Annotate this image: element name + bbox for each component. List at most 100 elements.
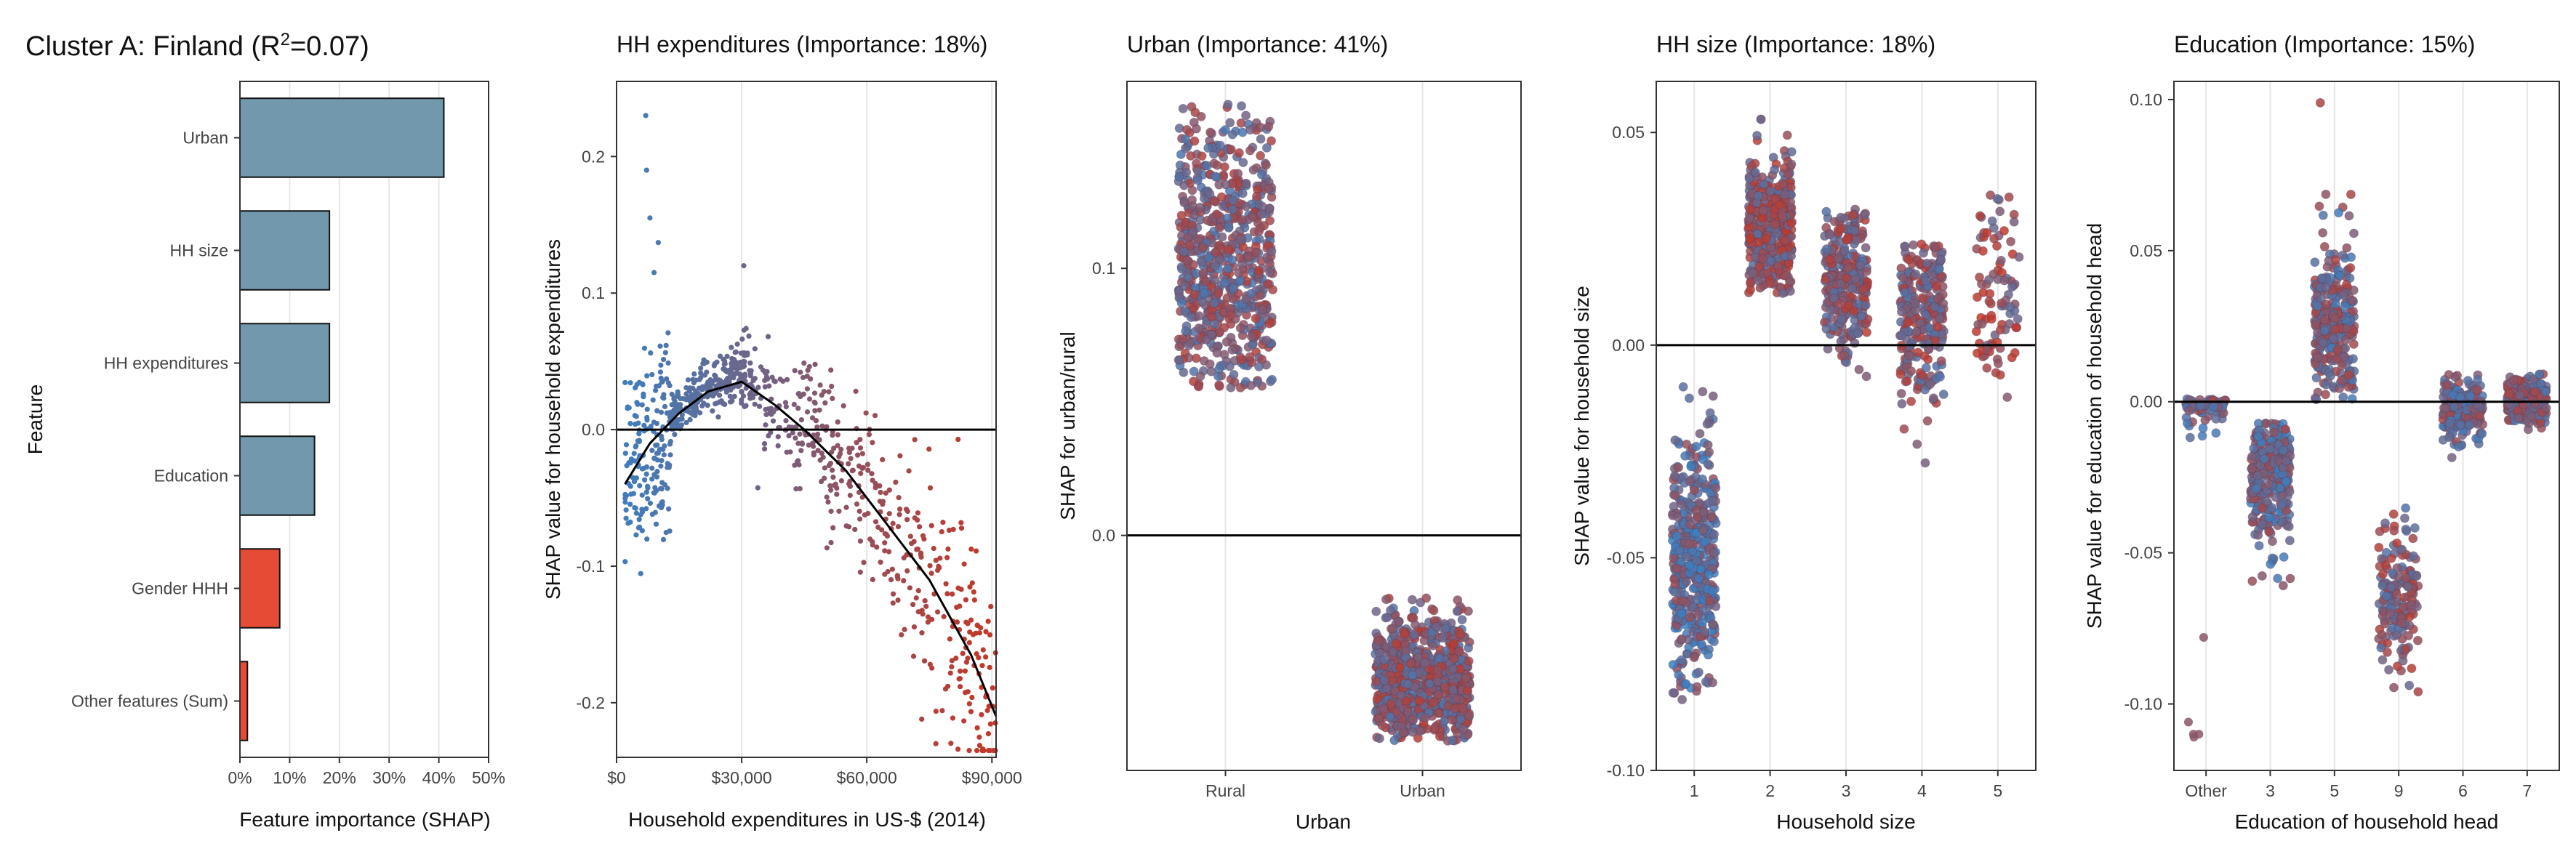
urban-point [1266, 217, 1275, 225]
hhsize-point [1931, 243, 1940, 251]
education-point [2260, 454, 2268, 463]
education-point [2255, 541, 2263, 550]
urban-point [1187, 151, 1195, 160]
expenditures-point [654, 475, 659, 480]
urban-point [1464, 657, 1473, 666]
expenditures-point [783, 418, 788, 423]
importance-xtick-label: 40% [422, 768, 456, 787]
expenditures-point [633, 443, 638, 448]
urban-point [1410, 630, 1419, 639]
education-point [2198, 432, 2207, 440]
hhsize-point [1853, 329, 1862, 338]
education-point [2252, 484, 2260, 493]
education-point [2402, 645, 2410, 653]
education-point [2319, 211, 2327, 219]
hhsize-point [1907, 397, 1916, 406]
hhsize-point [1939, 390, 1948, 399]
expenditures-point [968, 547, 974, 552]
expenditures-point [961, 718, 966, 723]
education-point [2254, 432, 2263, 441]
education-point [2349, 229, 2358, 238]
hhsize-point [1685, 643, 1693, 652]
hhsize-point [1766, 257, 1775, 265]
expenditures-point [942, 614, 947, 619]
education-point [2319, 228, 2327, 237]
hhsize-point [1682, 577, 1690, 586]
expenditures-trend-line [625, 382, 997, 716]
urban-point [1430, 724, 1439, 733]
education-point [2345, 212, 2354, 220]
hhsize-point [1682, 552, 1691, 561]
expenditures-point [829, 384, 834, 389]
education-point [2338, 376, 2346, 385]
urban-ylabel: SHAP for urban/rural [1056, 331, 1079, 520]
hhsize-point [1786, 198, 1795, 206]
education-point [2279, 581, 2287, 590]
expenditures-point [793, 368, 798, 373]
urban-point [1224, 222, 1233, 231]
importance-bar [240, 549, 280, 628]
expenditures-point [985, 708, 990, 713]
urban-point [1228, 345, 1237, 354]
hhsize-point [1975, 273, 1984, 282]
expenditures-point [959, 525, 964, 531]
expenditures-point [882, 548, 887, 553]
hhsize-xtick-label: 2 [1765, 781, 1775, 800]
expenditures-xtick-label: $90,000 [962, 768, 1022, 787]
expenditures-point [714, 400, 719, 406]
urban-point [1458, 704, 1467, 712]
hhsize-point [1669, 688, 1677, 697]
hhsize-point [1766, 279, 1775, 288]
expenditures-point [969, 695, 974, 700]
expenditures-point [835, 419, 840, 424]
expenditures-point [622, 499, 627, 504]
hhsize-point [1826, 255, 1834, 264]
hhsize-point [1973, 293, 1981, 302]
hhsize-point [1897, 331, 1906, 340]
hhsize-title: HH size (Importance: 18%) [1656, 31, 1935, 57]
hhsize-point [1898, 399, 1906, 408]
education-point [2414, 688, 2423, 696]
urban-point [1200, 289, 1208, 298]
expenditures-ytick-label: -0.2 [576, 693, 605, 712]
expenditures-point [659, 480, 665, 485]
expenditures-point [901, 578, 906, 583]
expenditures-point [865, 467, 870, 472]
hhsize-point [1912, 327, 1921, 336]
education-point [2332, 355, 2341, 363]
expenditures-point [634, 382, 639, 387]
urban-point [1411, 621, 1419, 629]
hhsize-point [1909, 241, 1918, 249]
urban-point [1449, 640, 1458, 648]
expenditures-point [625, 520, 630, 525]
urban-point [1380, 676, 1389, 685]
expenditures-point [645, 407, 650, 412]
urban-point [1379, 704, 1388, 713]
expenditures-point [897, 512, 902, 517]
urban-point [1399, 728, 1408, 737]
education-point [2412, 571, 2421, 580]
expenditures-point [851, 468, 856, 473]
expenditures-point [693, 378, 698, 383]
urban-point [1380, 656, 1389, 664]
expenditures-point [739, 350, 744, 355]
hhsize-point [1783, 170, 1792, 179]
urban-point [1395, 663, 1404, 672]
urban-point [1197, 152, 1206, 161]
urban-point [1262, 143, 1271, 152]
expenditures-point [923, 604, 928, 609]
importance-bar [240, 211, 329, 290]
expenditures-point [762, 441, 767, 446]
hhsize-point [1922, 277, 1930, 286]
expenditures-point [665, 486, 670, 491]
education-point [2381, 519, 2390, 528]
education-point [2398, 545, 2407, 554]
hhsize-point [1694, 668, 1703, 677]
expenditures-point [731, 358, 737, 363]
expenditures-point [705, 379, 710, 384]
expenditures-point [953, 656, 958, 661]
hhsize-point [1897, 307, 1906, 316]
expenditures-point [828, 540, 833, 545]
education-point [2331, 299, 2340, 308]
